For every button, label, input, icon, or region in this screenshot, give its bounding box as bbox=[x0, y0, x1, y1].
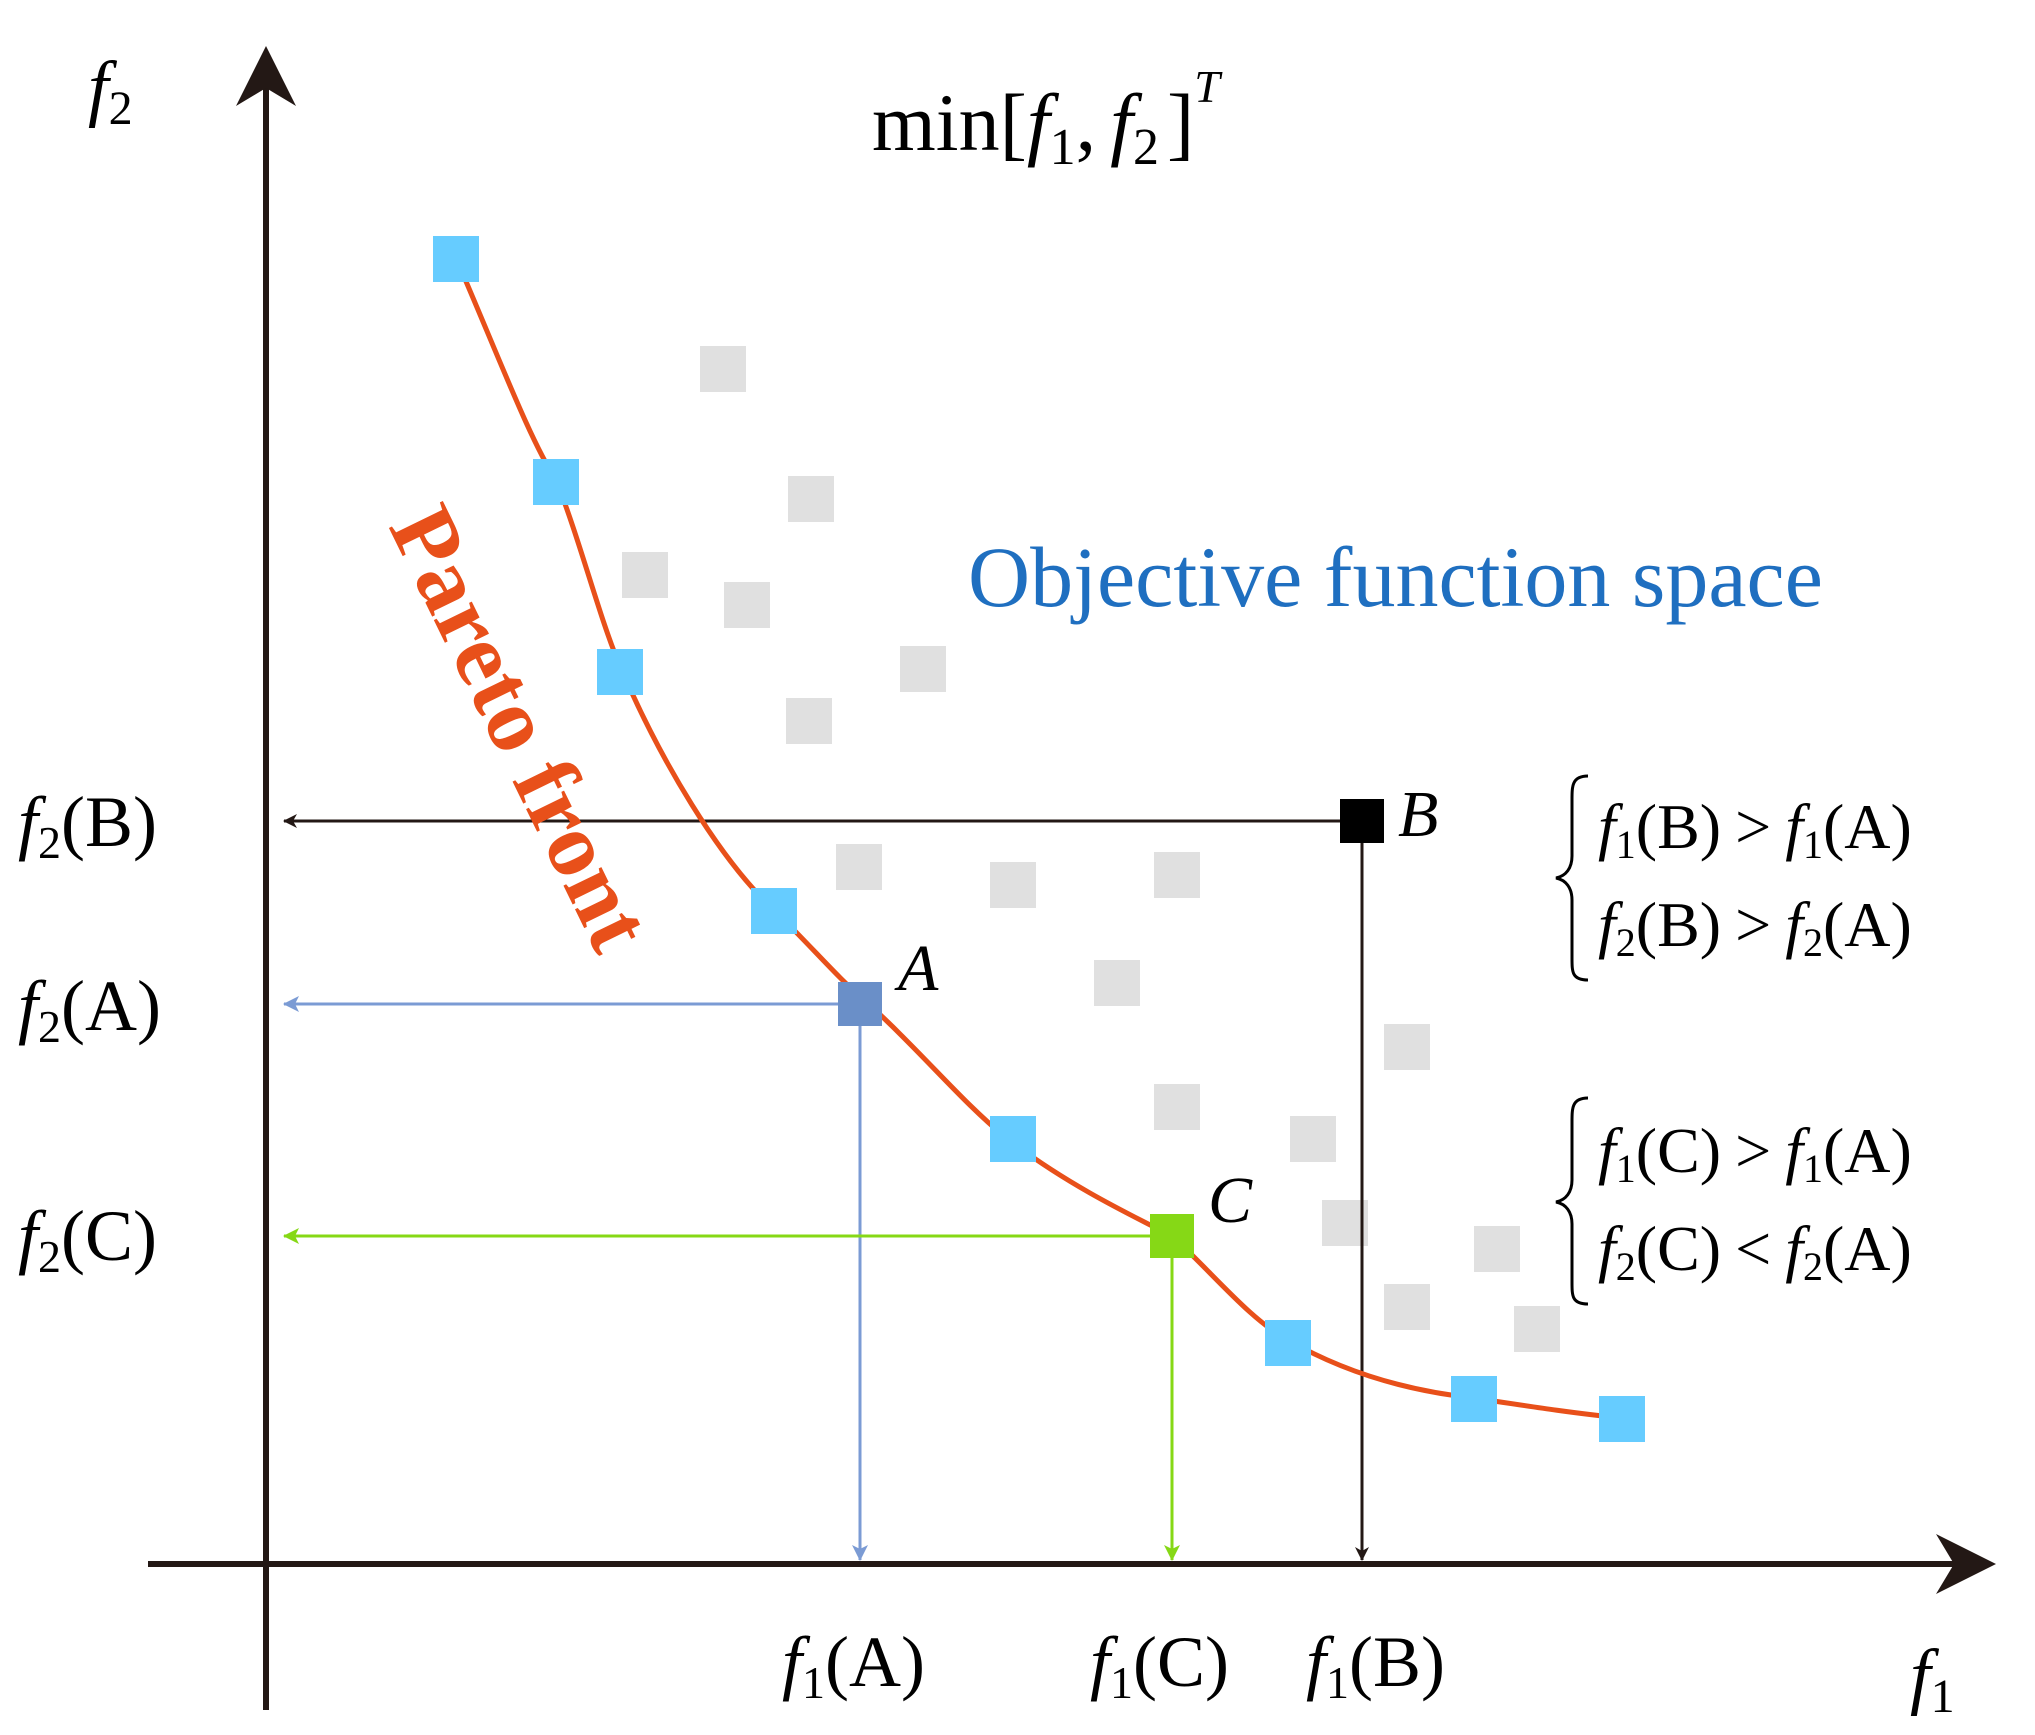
brace-b bbox=[1555, 774, 1589, 982]
dominated-point bbox=[724, 582, 770, 628]
point-c-marker bbox=[1150, 1214, 1194, 1258]
condition-b-line-1: f1(B) > f1(A) bbox=[1598, 791, 1912, 867]
pareto-front-curve bbox=[453, 257, 1623, 1421]
condition-b-line-2: f2(B) > f2(A) bbox=[1598, 889, 1912, 965]
x-label-f1-a: f1(A) bbox=[782, 1622, 925, 1708]
pareto-point bbox=[751, 888, 797, 934]
dominated-point bbox=[900, 646, 946, 692]
dominated-point bbox=[786, 698, 832, 744]
dominated-point bbox=[1322, 1200, 1368, 1246]
dominated-point bbox=[700, 346, 746, 392]
point-b-marker bbox=[1340, 799, 1384, 843]
pareto-point bbox=[990, 1116, 1036, 1162]
x-axis-label: f1 bbox=[1910, 1635, 1955, 1723]
brace-c bbox=[1555, 1096, 1589, 1306]
dominated-point bbox=[1154, 1084, 1200, 1130]
dominated-points bbox=[622, 346, 1560, 1352]
point-a-marker bbox=[838, 982, 882, 1026]
x-label-f1-c: f1(C) bbox=[1090, 1622, 1229, 1708]
point-c-label: C bbox=[1208, 1164, 1253, 1237]
pareto-point bbox=[597, 649, 643, 695]
condition-c-line-2: f2(C) < f2(A) bbox=[1598, 1213, 1912, 1289]
y-label-f2-c: f2(C) bbox=[18, 1196, 157, 1282]
dominated-point bbox=[1384, 1024, 1430, 1070]
condition-c-line-1: f1(C) > f1(A) bbox=[1598, 1115, 1912, 1191]
pareto-point bbox=[1599, 1396, 1645, 1442]
y-axis-label: f2 bbox=[88, 47, 133, 135]
pareto-point bbox=[533, 459, 579, 505]
dominated-point bbox=[622, 552, 668, 598]
pareto-point bbox=[1265, 1320, 1311, 1366]
y-label-f2-a: f2(A) bbox=[18, 966, 161, 1052]
dominated-point bbox=[1474, 1226, 1520, 1272]
dominated-point bbox=[1384, 1284, 1430, 1330]
dominated-point bbox=[1154, 852, 1200, 898]
dominated-point bbox=[1514, 1306, 1560, 1352]
dominated-point bbox=[788, 476, 834, 522]
dominated-point bbox=[1094, 960, 1140, 1006]
dominated-point bbox=[990, 862, 1036, 908]
title-formula: min[f1, f2]T bbox=[872, 61, 1223, 176]
pareto-points bbox=[433, 236, 1645, 1442]
pareto-point bbox=[433, 236, 479, 282]
dominated-point bbox=[1290, 1116, 1336, 1162]
point-a-label: A bbox=[894, 932, 939, 1005]
point-b-label: B bbox=[1398, 778, 1438, 851]
dominated-point bbox=[836, 844, 882, 890]
x-label-f1-b: f1(B) bbox=[1306, 1622, 1445, 1708]
y-label-f2-b: f2(B) bbox=[18, 782, 157, 868]
objective-space-label: Objective function space bbox=[968, 529, 1823, 625]
pareto-point bbox=[1451, 1376, 1497, 1422]
